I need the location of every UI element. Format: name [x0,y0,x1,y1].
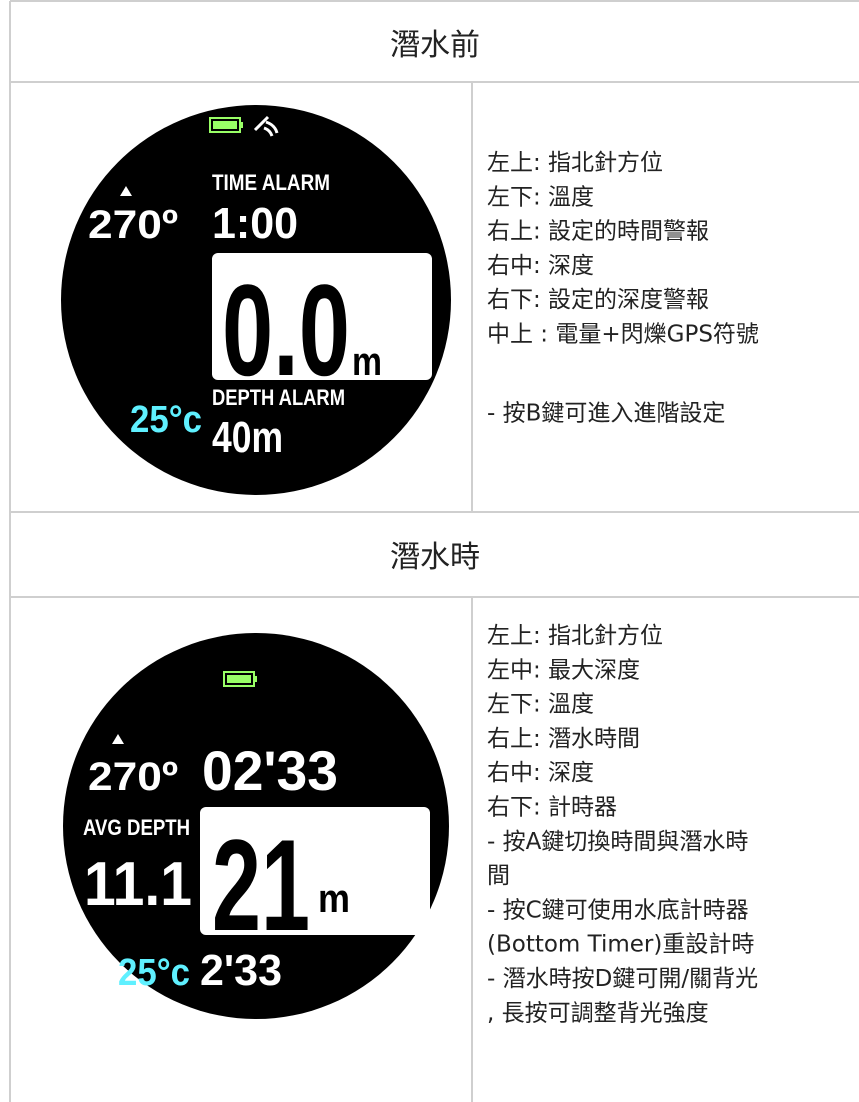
depth: 21 [212,812,310,958]
note-line: - 按A鍵切換時間與潛水時 [487,829,748,855]
note-line: 右中: 深度 [487,760,594,786]
note-line: 右上: 潛水時間 [487,726,640,752]
note-line: - 按C鍵可使用水底計時器 [487,897,749,923]
table-borders [9,0,859,1102]
watch-label: DEPTH ALARM [212,385,345,410]
note-line: 左上: 指北針方位 [487,623,663,649]
watch-label: TIME ALARM [212,170,330,195]
note-line: 右下: 計時器 [487,795,617,821]
watch-value: 1:00 [212,199,298,248]
section-title: 潛水前 [390,28,480,63]
note-line: 右中: 深度 [487,253,594,279]
watch-face: 270º TIME ALARM 1:00 0.0 m DEPTH ALARM 2… [61,105,451,495]
note-line: - 按B鍵可進入進階設定 [487,400,725,426]
watch-value: 2'33 [200,946,282,995]
unit: m [318,877,350,921]
note-line: 左下: 溫度 [487,184,594,210]
note-line: 中上 : 電量+閃爍GPS符號 [487,322,759,348]
note-line: - 潛水時按D鍵可開/關背光 [487,966,758,992]
note-line: , 長按可調整背光強度 [487,1000,709,1026]
note-line: 左下: 溫度 [487,692,594,718]
unit: m [352,340,382,384]
note-line: 左上: 指北針方位 [487,150,663,176]
section-title: 潛水時 [390,540,480,575]
note-line: 間 [487,863,510,889]
watch-value: 40m [212,413,283,462]
heading: 270º [88,755,178,799]
depth: 0.0 [222,257,350,403]
watch-face: 270º 02'33 AVG DEPTH 11.1 21 m 25°c 2'33 [63,633,449,1019]
watch-value: 11.1 [84,850,192,919]
note-line: (Bottom Timer)重設計時 [487,932,754,958]
note-line: 右上: 設定的時間警報 [487,219,709,245]
note-line: 右下: 設定的深度警報 [487,287,709,313]
heading: 270º [88,203,178,247]
watch-value: 02'33 [202,739,338,802]
watch-label: AVG DEPTH [83,815,190,840]
temperature: 25°c [130,399,202,441]
temperature: 25°c [118,952,190,994]
note-line: 左中: 最大深度 [487,657,640,683]
